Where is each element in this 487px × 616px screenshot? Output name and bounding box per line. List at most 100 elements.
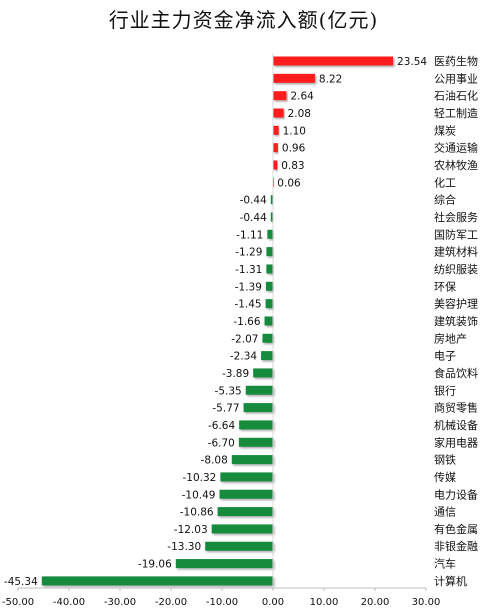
- category-label: 石油石化: [434, 89, 478, 103]
- category-label: 社会服务: [434, 210, 478, 224]
- category-label: 农林牧渔: [434, 158, 478, 172]
- category-label: 煤炭: [434, 124, 456, 137]
- bar-交通运输: [273, 143, 278, 153]
- value-label: -2.34: [230, 351, 257, 363]
- category-label: 有色金属: [434, 522, 478, 536]
- value-label: 0.06: [277, 177, 301, 189]
- category-label: 环保: [434, 279, 456, 293]
- x-tick-label: 0.00: [262, 597, 284, 608]
- category-label: 机械设备: [434, 418, 478, 432]
- category-label: 交通运输: [434, 141, 478, 155]
- value-label: 8.22: [319, 73, 342, 85]
- category-label: 公用事业: [434, 72, 478, 85]
- category-label: 电力设备: [434, 487, 478, 501]
- category-label: 医药生物: [434, 54, 478, 68]
- bar-电子: [261, 351, 273, 361]
- value-label: -1.29: [235, 247, 262, 259]
- bar-钢铁: [231, 455, 273, 465]
- value-label: -1.39: [235, 281, 262, 293]
- bar-传媒: [220, 472, 273, 482]
- labels-group: 23.54 医药生物 8.22 公用事业 2.64 石油石化 2.08 轻工制造 1.10 煤炭 0…: [4, 54, 478, 588]
- x-tick-label: 10.00: [310, 597, 339, 608]
- bar-环保: [265, 281, 273, 291]
- category-label: 家用电器: [434, 435, 478, 449]
- value-label: -10.49: [182, 489, 216, 501]
- bar-食品饮料: [253, 368, 273, 378]
- value-label: 0.96: [282, 143, 306, 155]
- value-label: 2.08: [288, 108, 311, 120]
- bar-家用电器: [238, 437, 273, 447]
- category-label: 化工: [434, 175, 456, 189]
- bar-国防军工: [267, 229, 273, 239]
- bar-石油石化: [273, 91, 287, 101]
- category-label: 美容护理: [434, 297, 478, 311]
- value-label: -6.64: [208, 420, 235, 432]
- category-label: 综合: [434, 193, 456, 207]
- x-tick-label: -50.00: [2, 597, 34, 608]
- value-label: -13.30: [167, 541, 201, 553]
- x-tick-label: -30.00: [104, 597, 136, 608]
- value-label: -19.06: [138, 559, 172, 571]
- bar-计算机: [41, 576, 273, 586]
- value-label: -10.32: [183, 472, 217, 484]
- value-label: 2.64: [290, 91, 314, 103]
- bar-电力设备: [219, 489, 273, 499]
- value-label: -1.11: [236, 229, 263, 241]
- category-label: 计算机: [434, 574, 467, 588]
- bar-建筑材料: [266, 247, 273, 257]
- bar-通信: [217, 507, 273, 517]
- category-label: 电子: [434, 350, 456, 363]
- bar-商贸零售: [243, 403, 273, 413]
- value-label: 0.83: [281, 160, 304, 172]
- category-label: 国防军工: [434, 227, 478, 241]
- x-tick-label: -40.00: [53, 597, 85, 608]
- value-label: -8.08: [201, 455, 228, 467]
- category-label: 纺织服装: [434, 262, 478, 276]
- bar-农林牧渔: [273, 160, 278, 170]
- value-label: -1.66: [233, 316, 260, 328]
- bar-美容护理: [265, 299, 273, 309]
- category-label: 传媒: [434, 471, 456, 484]
- value-label: -1.31: [235, 264, 262, 276]
- category-label: 通信: [434, 506, 456, 519]
- category-label: 房地产: [434, 331, 467, 345]
- category-label: 建筑材料: [434, 245, 478, 259]
- bar-综合: [270, 195, 273, 205]
- bar-建筑装饰: [264, 316, 273, 326]
- value-label: -0.44: [240, 195, 267, 207]
- bar-机械设备: [239, 420, 273, 430]
- bar-公用事业: [273, 73, 315, 83]
- x-tick-label: 20.00: [361, 597, 390, 608]
- value-label: -10.86: [180, 507, 214, 519]
- value-label: -3.89: [222, 368, 249, 380]
- x-axis: -50.00 -40.00 -30.00 -20.00 -10.00 0.00 10.00 2…: [2, 53, 440, 608]
- value-label: -1.45: [234, 299, 261, 311]
- bars-group: [41, 56, 394, 586]
- category-label: 食品饮料: [434, 366, 478, 380]
- bar-有色金属: [211, 524, 273, 534]
- category-label: 非银金融: [434, 539, 478, 553]
- x-tick-label: 30.00: [412, 597, 441, 608]
- category-label: 商贸零售: [434, 401, 478, 415]
- bar-医药生物: [273, 56, 394, 66]
- bar-房地产: [262, 333, 273, 343]
- value-label: -2.07: [231, 333, 258, 345]
- category-label: 银行: [434, 383, 456, 397]
- value-label: 1.10: [283, 125, 306, 137]
- category-label: 轻工制造: [434, 106, 478, 120]
- category-label: 汽车: [434, 557, 456, 571]
- x-tick-label: -10.00: [206, 597, 238, 608]
- value-label: -5.77: [212, 403, 239, 415]
- bar-社会服务: [270, 212, 273, 222]
- value-label: -12.03: [174, 524, 208, 536]
- value-label: -45.34: [4, 576, 38, 588]
- x-tick-label: -20.00: [155, 597, 187, 608]
- bar-银行: [245, 385, 273, 395]
- value-label: 23.54: [397, 56, 427, 68]
- value-label: -6.70: [208, 437, 235, 449]
- value-label: -0.44: [240, 212, 267, 224]
- category-label: 钢铁: [434, 454, 456, 467]
- bar-煤炭: [273, 125, 279, 135]
- bar-轻工制造: [273, 108, 284, 118]
